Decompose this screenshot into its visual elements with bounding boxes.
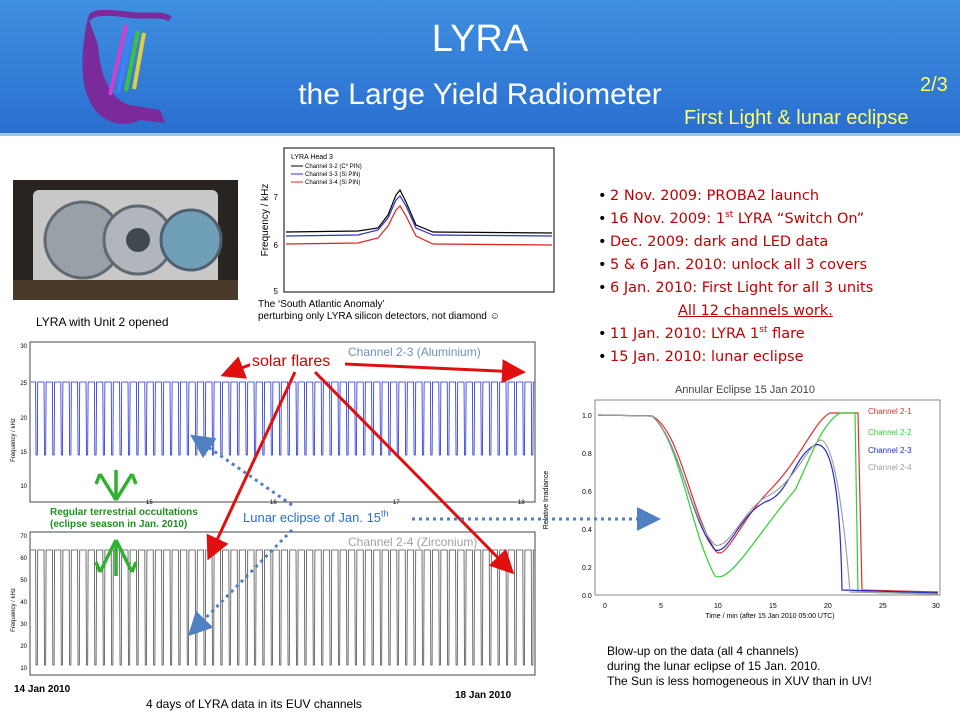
ts-top-ytick: 15: [20, 450, 27, 456]
slide-subtitle: the Large Yield Radiometer: [298, 78, 662, 111]
eclipse-ytick: 0.8: [582, 451, 592, 458]
slide-number: 2/3: [920, 74, 948, 96]
eclipse-xtick: 15: [769, 603, 777, 610]
eclipse-caption: Blow-up on the data (all 4 channels) dur…: [607, 644, 872, 689]
eclipse-caption-line1: Blow-up on the data (all 4 channels): [607, 644, 799, 658]
saa-plot: Frequency / kHz 5 6 7 LYRA Head 3 Channe…: [258, 140, 558, 300]
eclipse-legend-21: Channel 2-1: [868, 407, 912, 416]
lyra-harp-logo: [82, 9, 172, 124]
eclipse-series-22: [597, 412, 939, 595]
ts-top-ytick: 10: [20, 484, 27, 490]
eclipse-ytick: 0.4: [582, 527, 592, 534]
eclipse-ytick: 0.0: [582, 593, 592, 600]
photo-caption: LYRA with Unit 2 opened: [36, 315, 169, 329]
ts-xtick-17: 17: [393, 500, 400, 505]
saa-ytick-6: 6: [274, 241, 279, 250]
ts-xtick-16: 16: [270, 500, 277, 505]
bullet-launch: 2 Nov. 2009: PROBA2 launch: [598, 185, 958, 208]
eclipse-xtick: 0: [603, 603, 607, 610]
slide-title: LYRA: [431, 18, 529, 60]
lyra-unit-photo: [13, 180, 238, 300]
bullet-lunar-eclipse: 15 Jan. 2010: lunar eclipse: [598, 346, 958, 369]
saa-caption-line1: The ‘South Atlantic Anomaly’: [258, 299, 385, 310]
saa-legend-title: LYRA Head 3: [291, 154, 333, 161]
eclipse-caption-line2: during the lunar eclipse of 15 Jan. 2010…: [607, 659, 821, 673]
end-date: 18 Jan 2010: [455, 690, 512, 701]
saa-series-33: [285, 195, 553, 237]
eclipse-xtick: 20: [824, 603, 832, 610]
bullet-covers: 5 & 6 Jan. 2010: unlock all 3 covers: [598, 254, 958, 277]
ts-top-ytick: 20: [20, 416, 27, 422]
ts-bottom-ytick: 70: [20, 534, 27, 540]
saa-legend-32: Channel 3-2 (C* PIN): [305, 164, 362, 170]
ts-top-ytick: 30: [20, 344, 27, 350]
saa-ylabel: Frequency / kHz: [260, 184, 271, 257]
timeseries-caption: 4 days of LYRA data in its EUV channels: [146, 697, 362, 711]
timeseries-bottom: Frequency / kHz 70 60 50 40 30 20 10 Cha…: [11, 531, 536, 676]
eclipse-title: Annular Eclipse 15 Jan 2010: [675, 384, 815, 396]
occultation-label: Regular terrestrial occultations (eclips…: [50, 507, 198, 531]
saa-series-32: [285, 188, 553, 234]
saa-ytick-5: 5: [274, 287, 279, 296]
bullet-first-flare: 11 Jan. 2010: LYRA 1st flare: [598, 323, 958, 346]
bullet-channels-work: All 12 channels work.: [678, 303, 833, 319]
ts-bottom-channel: Channel 2-4 (Zirconium): [348, 535, 477, 549]
ts-bottom-ytick: 30: [20, 622, 27, 628]
ts-top-channel: Channel 2-3 (Aluminium): [348, 345, 481, 359]
saa-legend-33: Channel 3-3 (Si PIN): [305, 172, 360, 178]
eclipse-xlabel: Time / min (after 15 Jan 2010 05:00 UTC): [705, 613, 834, 620]
eclipse-legend-24: Channel 2-4: [868, 463, 912, 472]
solar-flares-label: solar flares: [250, 353, 333, 371]
ts-bottom-ytick: 10: [20, 666, 27, 672]
eclipse-ytick: 0.2: [582, 565, 592, 572]
saa-caption: The ‘South Atlantic Anomaly’ perturbing …: [258, 299, 500, 323]
eclipse-series-24: [597, 414, 939, 595]
eclipse-series-21: [597, 412, 939, 593]
saa-series-34: [285, 205, 553, 246]
saa-caption-line2: perturbing only LYRA silicon detectors, …: [258, 311, 500, 322]
occultation-line2: (eclipse season in Jan. 2010): [50, 519, 188, 530]
eclipse-legend-23: Channel 2-3: [868, 446, 912, 455]
eclipse-xtick: 30: [932, 603, 940, 610]
ts-top-ylabel: Frequency / kHz: [11, 418, 17, 462]
ts-bottom-ytick: 60: [20, 556, 27, 562]
ts-xtick-15: 15: [146, 500, 153, 505]
eclipse-ylabel: Relative Irradiance: [543, 471, 550, 529]
eclipse-xtick: 10: [714, 603, 722, 610]
ts-bottom-ylabel: Frequency / kHz: [11, 588, 17, 632]
eclipse-ytick: 0.6: [582, 489, 592, 496]
saa-ytick-7: 7: [274, 193, 279, 202]
saa-legend-34: Channel 3-4 (Si PIN): [305, 180, 360, 186]
bullet-first-light: 6 Jan. 2010: First Light for all 3 units: [598, 277, 958, 300]
lunar-eclipse-label: Lunar eclipse of Jan. 15th: [243, 508, 389, 525]
ts-bottom-ytick: 40: [20, 600, 27, 606]
start-date: 14 Jan 2010: [14, 684, 71, 695]
ts-bottom-ytick: 50: [20, 578, 27, 584]
eclipse-xtick: 5: [659, 603, 663, 610]
eclipse-ytick: 1.0: [582, 413, 592, 420]
bullet-switch-on: 16 Nov. 2009: 1st LYRA “Switch On”: [598, 208, 958, 231]
ts-top-ytick: 25: [20, 381, 27, 387]
timeline-bullets: 2 Nov. 2009: PROBA2 launch 16 Nov. 2009:…: [598, 185, 958, 369]
eclipse-legend-22: Channel 2-2: [868, 428, 912, 437]
ts-bottom-ytick: 20: [20, 644, 27, 650]
bullet-dark-led: Dec. 2009: dark and LED data: [598, 231, 958, 254]
occultation-line1: Regular terrestrial occultations: [50, 507, 198, 518]
eclipse-xtick: 25: [879, 603, 887, 610]
slide-topic: First Light & lunar eclipse: [684, 107, 909, 129]
eclipse-caption-line3: The Sun is less homogeneous in XUV than …: [607, 674, 872, 688]
eclipse-plot: Annular Eclipse 15 Jan 2010 Relative Irr…: [540, 380, 945, 620]
ts-xtick-18: 18: [518, 500, 525, 505]
